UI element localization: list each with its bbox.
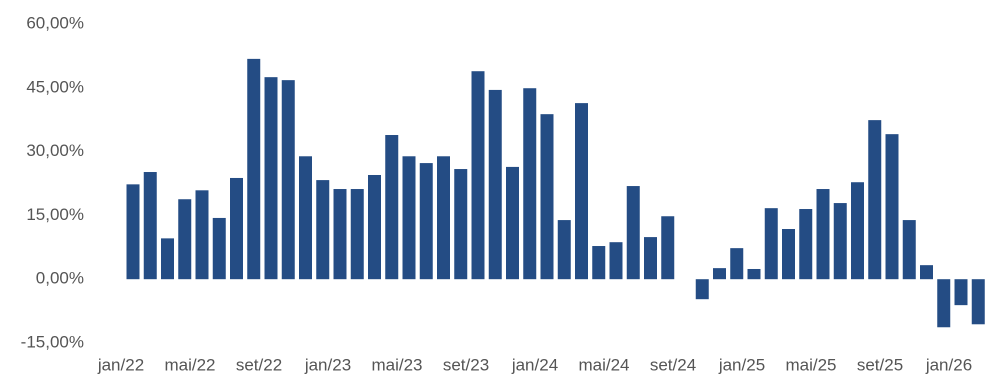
bar: [506, 166, 519, 280]
y-tick-label: 0,00%: [36, 269, 84, 288]
y-tick-label: -15,00%: [21, 332, 84, 351]
bar: [368, 174, 381, 280]
bar: [316, 180, 330, 280]
bar: [437, 156, 450, 280]
bar: [471, 71, 485, 280]
bar: [350, 189, 364, 280]
bar: [264, 77, 278, 280]
x-tick-label: jan/25: [718, 355, 765, 374]
bar: [247, 58, 261, 280]
bar: [178, 199, 192, 280]
bar: [799, 209, 813, 280]
bar: [333, 189, 347, 280]
bar: [971, 279, 985, 325]
bar: [747, 268, 761, 280]
bar: [695, 279, 709, 300]
x-tick-label: jan/22: [97, 355, 144, 374]
bar: [281, 80, 295, 280]
bar: [212, 217, 226, 280]
bar: [385, 135, 399, 280]
bar: [540, 114, 554, 280]
bar: [833, 203, 847, 280]
bar: [851, 182, 864, 280]
bar: [609, 242, 623, 280]
x-tick-label: mai/24: [578, 355, 629, 374]
x-tick-label: set/25: [857, 355, 903, 374]
bar: [161, 238, 174, 280]
bar: [488, 89, 502, 280]
x-tick-label: mai/25: [785, 355, 836, 374]
y-tick-label: 45,00%: [26, 77, 84, 96]
bar: [885, 134, 899, 280]
bar: [954, 279, 968, 306]
bar: [402, 156, 416, 280]
bar: [626, 186, 640, 280]
bar: [419, 163, 433, 280]
bar: [230, 177, 243, 280]
bar: [937, 279, 951, 328]
bar: [816, 189, 830, 280]
bar: [592, 246, 606, 280]
x-tick-label: set/24: [650, 355, 696, 374]
bar: [782, 229, 795, 280]
bar: [764, 208, 778, 280]
bar: [902, 220, 916, 280]
bar: [661, 216, 675, 280]
x-tick-label: jan/23: [304, 355, 351, 374]
bar: [299, 156, 312, 280]
bar: [868, 120, 882, 280]
y-tick-label: 15,00%: [26, 205, 84, 224]
x-tick-label: jan/26: [925, 355, 972, 374]
bar: [644, 237, 657, 280]
x-tick-label: set/23: [443, 355, 489, 374]
x-tick-label: mai/23: [371, 355, 422, 374]
x-tick-label: set/22: [236, 355, 282, 374]
bar: [523, 88, 537, 280]
y-tick-label: 30,00%: [26, 141, 84, 160]
y-tick-label: 60,00%: [26, 13, 84, 32]
bar: [454, 169, 468, 280]
bar: [730, 248, 744, 280]
x-tick-label: mai/22: [164, 355, 215, 374]
bar: [195, 190, 209, 280]
bar: [713, 268, 726, 280]
bar: [557, 220, 571, 280]
bar: [920, 265, 933, 280]
x-tick-label: jan/24: [511, 355, 558, 374]
bar: [126, 184, 140, 280]
bar: [575, 103, 588, 280]
bar: [143, 172, 157, 280]
